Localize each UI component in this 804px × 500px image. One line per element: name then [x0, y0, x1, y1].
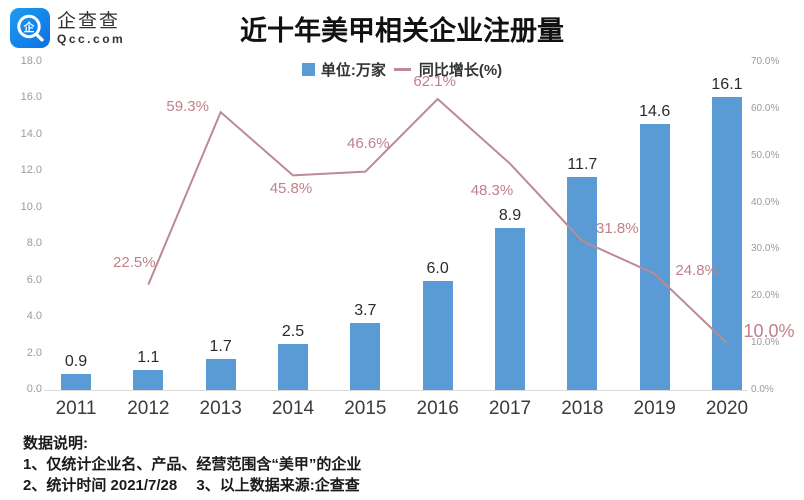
page-title: 近十年美甲相关企业注册量: [240, 16, 564, 46]
x-axis-label-2017: 2017: [488, 398, 532, 419]
x-axis-label-2013: 2013: [199, 398, 242, 419]
bar-2018: [567, 176, 598, 390]
bar-2011: [61, 373, 91, 390]
x-axis-label-2020: 2020: [705, 398, 749, 419]
bar-value-label: 2.5: [281, 323, 305, 341]
x-axis-label-2014: 2014: [271, 398, 315, 419]
left-axis-tick: 16.0: [20, 91, 42, 104]
left-axis-tick: 18.0: [20, 55, 42, 67]
legend-line-swatch: [393, 68, 411, 71]
right-axis-tick: 40.0%: [751, 196, 780, 208]
growth-point-label: 31.8%: [596, 219, 639, 237]
bar-value-label: 14.6: [639, 102, 671, 120]
x-axis-label-2018: 2018: [561, 398, 604, 419]
bar-value-label: 11.7: [567, 155, 598, 173]
chart-legend: 单位:万家 同比增长(%): [0, 59, 804, 80]
bar-2015: [350, 322, 381, 390]
growth-point-label: 62.1%: [413, 73, 456, 91]
bar-value-label: 3.7: [354, 301, 377, 319]
bar-value-label: 0.9: [64, 352, 88, 370]
notes-line-1: 1、仅统计企业名、产品、经营范围含“美甲”的企业: [23, 456, 362, 473]
bar-2012: [133, 369, 164, 390]
legend-bar-swatch: [301, 63, 315, 76]
growth-point-label: 46.6%: [347, 134, 390, 152]
growth-point-label: 22.5%: [113, 253, 156, 271]
left-axis-tick: 6.0: [26, 273, 42, 286]
notes-heading: 数据说明:: [23, 435, 88, 452]
right-axis-tick: 30.0%: [751, 243, 780, 255]
svg-text:企: 企: [23, 20, 36, 34]
logo-name: 企查查: [57, 10, 121, 32]
right-axis-tick: 20.0%: [751, 290, 780, 302]
growth-point-label: 45.8%: [269, 180, 313, 198]
bar-2013: [205, 359, 236, 390]
left-axis-tick: 2.0: [26, 346, 42, 359]
bar-2016: [422, 280, 453, 390]
left-axis-tick: 4.0: [26, 310, 42, 323]
legend-line-label: 同比增长(%): [418, 62, 503, 79]
bar-2019: [639, 123, 670, 390]
right-axis-tick: 50.0%: [751, 149, 780, 161]
bar-value-label: 1.7: [209, 338, 232, 356]
data-notes: 数据说明: 1、仅统计企业名、产品、经营范围含“美甲”的企业 2、统计时间 20…: [23, 433, 361, 496]
left-axis-tick: 8.0: [26, 237, 42, 250]
bar-2017: [494, 227, 525, 390]
x-axis-baseline: [44, 390, 748, 391]
x-axis-label-2019: 2019: [633, 398, 676, 419]
right-axis-tick: 70.0%: [751, 56, 780, 67]
qcc-logo-text: 企查查 Qcc.com: [57, 11, 125, 46]
x-axis-label-2016: 2016: [416, 398, 459, 419]
left-axis-tick: 14.0: [20, 127, 42, 140]
growth-point-label: 59.3%: [166, 98, 209, 116]
qcc-logo-icon: 企: [10, 8, 50, 48]
right-axis-tick: 60.0%: [751, 102, 780, 114]
bar-2014: [277, 344, 308, 390]
right-axis-tick: 10.0%: [751, 337, 780, 349]
left-axis-tick: 10.0: [20, 200, 42, 213]
growth-point-label: 24.8%: [675, 261, 718, 279]
notes-line-2: 2、统计时间 2021/7/28 3、以上数据来源:企查查: [23, 477, 360, 494]
bar-value-label: 1.1: [137, 348, 160, 366]
right-axis-tick: 0.0%: [751, 384, 774, 395]
growth-point-label: 48.3%: [470, 181, 514, 199]
x-axis-label-2011: 2011: [55, 398, 97, 419]
legend-bar-label: 单位:万家: [320, 62, 386, 79]
bar-value-label: 8.9: [498, 206, 522, 224]
growth-point-label: 10.0%: [743, 321, 795, 342]
logo-domain: Qcc.com: [57, 31, 126, 46]
bar-value-label: 16.1: [711, 75, 743, 93]
bar-2020: [711, 96, 742, 390]
left-axis-tick: 12.0: [20, 164, 42, 177]
left-axis-tick: 0.0: [26, 383, 42, 395]
x-axis-label-2015: 2015: [344, 398, 387, 419]
qcc-logo: 企 企查查 Qcc.com: [10, 8, 125, 48]
bar-value-label: 6.0: [426, 259, 449, 277]
x-axis-label-2012: 2012: [127, 398, 170, 419]
